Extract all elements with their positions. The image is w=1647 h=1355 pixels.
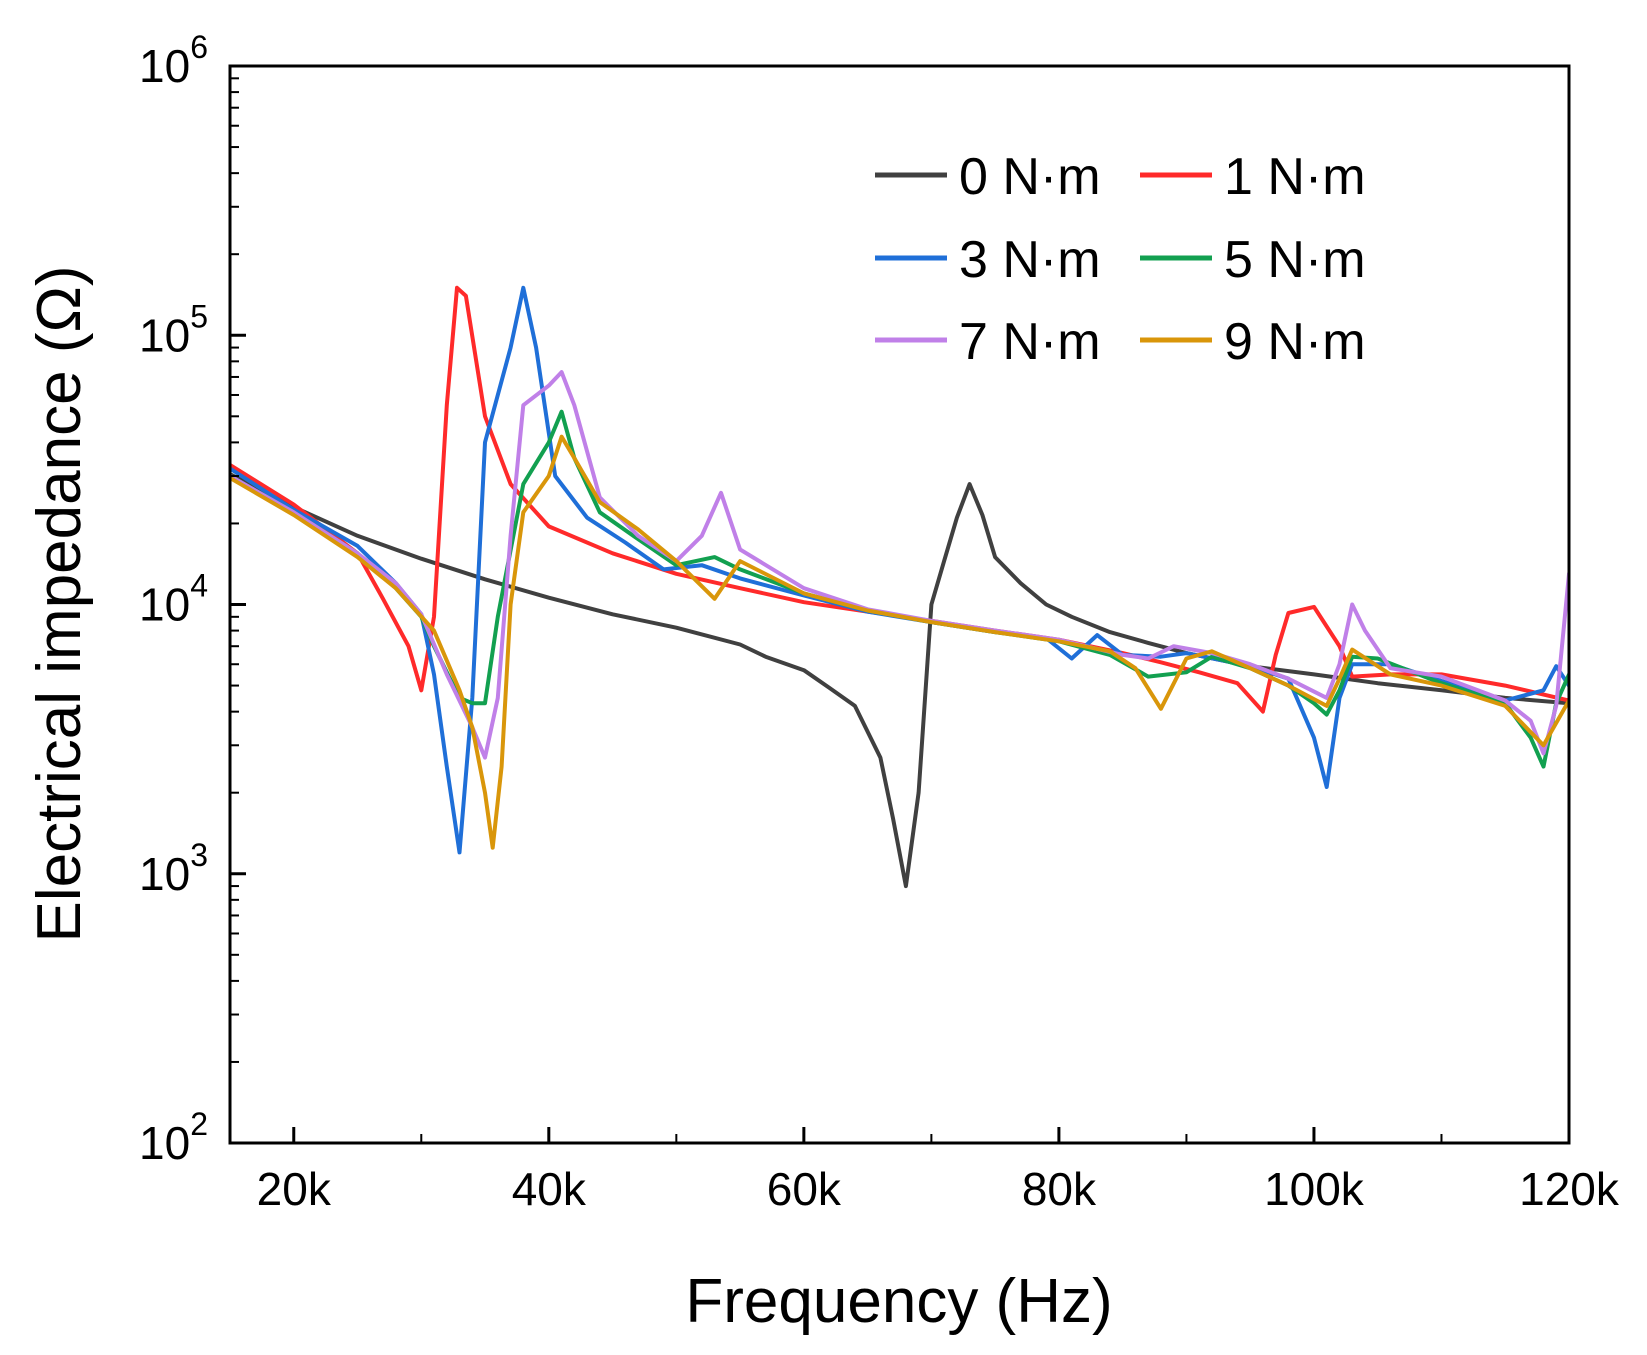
series-layer — [230, 285, 1569, 889]
series-line — [230, 434, 1569, 850]
legend: 0 N·m 1 N·m 3 N·m 5 N·m 7 N·m 9 N·m — [875, 148, 1366, 371]
legend-label: 3 N·m — [959, 231, 1101, 289]
legend-label: 0 N·m — [959, 148, 1101, 206]
x-tick-label: 20k — [257, 1163, 332, 1215]
legend-label: 5 N·m — [1224, 231, 1366, 289]
x-tick-label: 120k — [1519, 1163, 1620, 1215]
x-tick-label: 60k — [767, 1163, 842, 1215]
y-tick-label: 102 — [139, 1106, 208, 1169]
x-tick-label: 40k — [512, 1163, 587, 1215]
x-axis: 20k 40k 60k 80k 100k 120k — [257, 1127, 1620, 1215]
y-tick-label: 103 — [139, 837, 208, 900]
x-tick-label: 80k — [1022, 1163, 1097, 1215]
x-axis-title: Frequency (Hz) — [685, 1267, 1112, 1336]
x-tick-label: 100k — [1264, 1163, 1365, 1215]
legend-label: 9 N·m — [1224, 313, 1366, 371]
y-tick-label: 104 — [139, 568, 208, 631]
y-axis: 102 103 104 105 106 — [139, 29, 246, 1169]
y-axis-title: Electrical impedance (Ω) — [25, 266, 94, 943]
legend-label: 7 N·m — [959, 313, 1101, 371]
legend-label: 1 N·m — [1224, 148, 1366, 206]
series-line — [230, 370, 1569, 760]
y-tick-label: 105 — [139, 298, 208, 361]
y-tick-label: 106 — [139, 29, 208, 92]
